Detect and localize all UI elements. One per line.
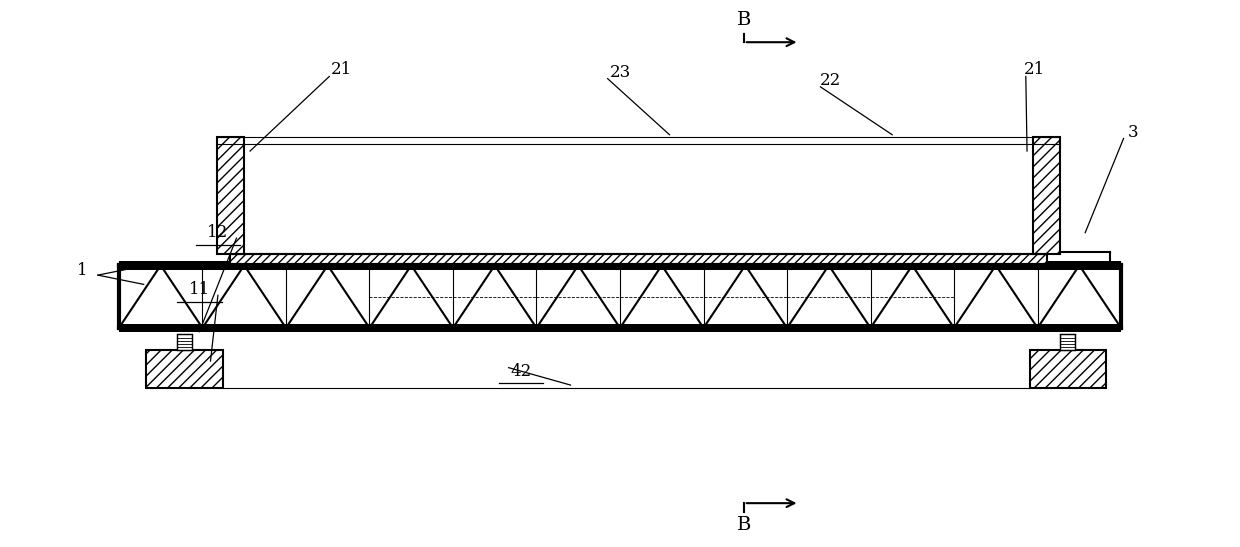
Bar [1029,350,1106,388]
Text: B: B [737,11,751,30]
Text: 21: 21 [331,61,352,78]
Text: 11: 11 [188,281,210,298]
Text: 21: 21 [1024,61,1045,78]
Text: 42: 42 [511,363,532,380]
Bar [1033,137,1060,254]
Bar [231,254,1047,265]
Text: 1: 1 [77,262,87,280]
Bar [217,137,244,254]
Bar [177,334,192,350]
Text: 12: 12 [207,224,228,241]
Text: 22: 22 [820,72,841,89]
Text: 23: 23 [609,63,631,80]
Text: 3: 3 [1128,124,1138,141]
Bar [146,350,223,388]
Bar [119,324,1121,332]
Text: B: B [737,516,751,534]
Bar [119,261,1121,270]
Bar [1060,334,1075,350]
